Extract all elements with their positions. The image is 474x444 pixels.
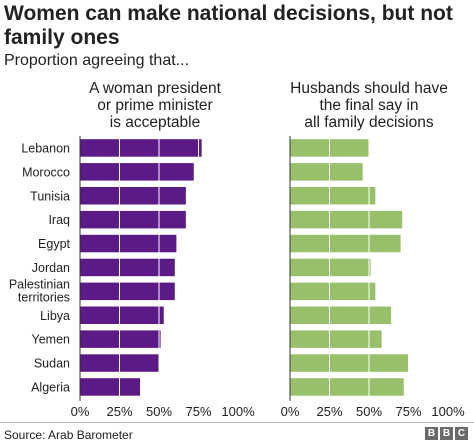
x-tick-label: 0% <box>281 404 300 419</box>
logo-letter: B <box>440 427 453 440</box>
bar <box>80 258 175 277</box>
category-label: Egypt <box>38 237 70 251</box>
x-tick-label: 100% <box>431 404 465 419</box>
category-label: Jordan <box>32 261 70 275</box>
chart-subtitle: Proportion agreeing that... <box>4 52 190 69</box>
panel-heading-line: Husbands should have <box>290 80 448 97</box>
category-label: Morocco <box>22 165 70 179</box>
bar <box>80 139 202 157</box>
x-tick-label: 50% <box>146 404 172 419</box>
bar <box>80 282 175 301</box>
category-label: Sudan <box>34 357 70 371</box>
logo-letter: B <box>425 427 438 440</box>
x-tick-label: 25% <box>106 404 132 419</box>
panel-heading-line: all family decisions <box>304 114 433 131</box>
bar <box>290 187 376 205</box>
category-label: Tunisia <box>30 189 70 203</box>
category-label: Palestinian <box>9 277 70 291</box>
x-tick-label: 75% <box>395 404 421 419</box>
panel-heading-line: is acceptable <box>110 114 200 131</box>
source-note: Source: Arab Barometer <box>4 428 133 442</box>
bar <box>290 210 403 229</box>
bar <box>80 163 194 181</box>
category-label: Algeria <box>31 380 70 394</box>
bar <box>80 187 186 205</box>
panel-heading-line: or prime minister <box>97 97 212 114</box>
bar <box>80 330 161 348</box>
x-tick-label: 0% <box>71 404 90 419</box>
bar <box>290 330 382 348</box>
bar <box>290 163 363 181</box>
x-tick-label: 50% <box>356 404 382 419</box>
bbc-logo: B B C <box>425 427 468 440</box>
bar <box>290 378 404 396</box>
category-label: Yemen <box>32 333 71 347</box>
x-tick-label: 25% <box>316 404 342 419</box>
bar <box>80 378 141 396</box>
bar <box>290 306 392 324</box>
panel-heading-line: A woman president <box>89 80 222 97</box>
bar <box>80 234 177 253</box>
bar <box>290 354 409 372</box>
bar <box>290 282 376 301</box>
category-label: Lebanon <box>21 141 70 155</box>
category-label: territories <box>18 290 70 304</box>
bar <box>290 234 401 253</box>
footer-divider <box>0 422 474 423</box>
category-label: Libya <box>40 309 70 323</box>
panel-heading-line: the final say in <box>319 97 418 114</box>
category-label: Iraq <box>48 213 70 227</box>
bar <box>290 258 371 277</box>
x-tick-label: 100% <box>221 404 255 419</box>
bar <box>80 306 164 324</box>
x-tick-label: 75% <box>185 404 211 419</box>
chart-title: Women can make national decisions, but n… <box>4 2 453 49</box>
logo-letter: C <box>455 427 468 440</box>
bar <box>80 210 186 229</box>
